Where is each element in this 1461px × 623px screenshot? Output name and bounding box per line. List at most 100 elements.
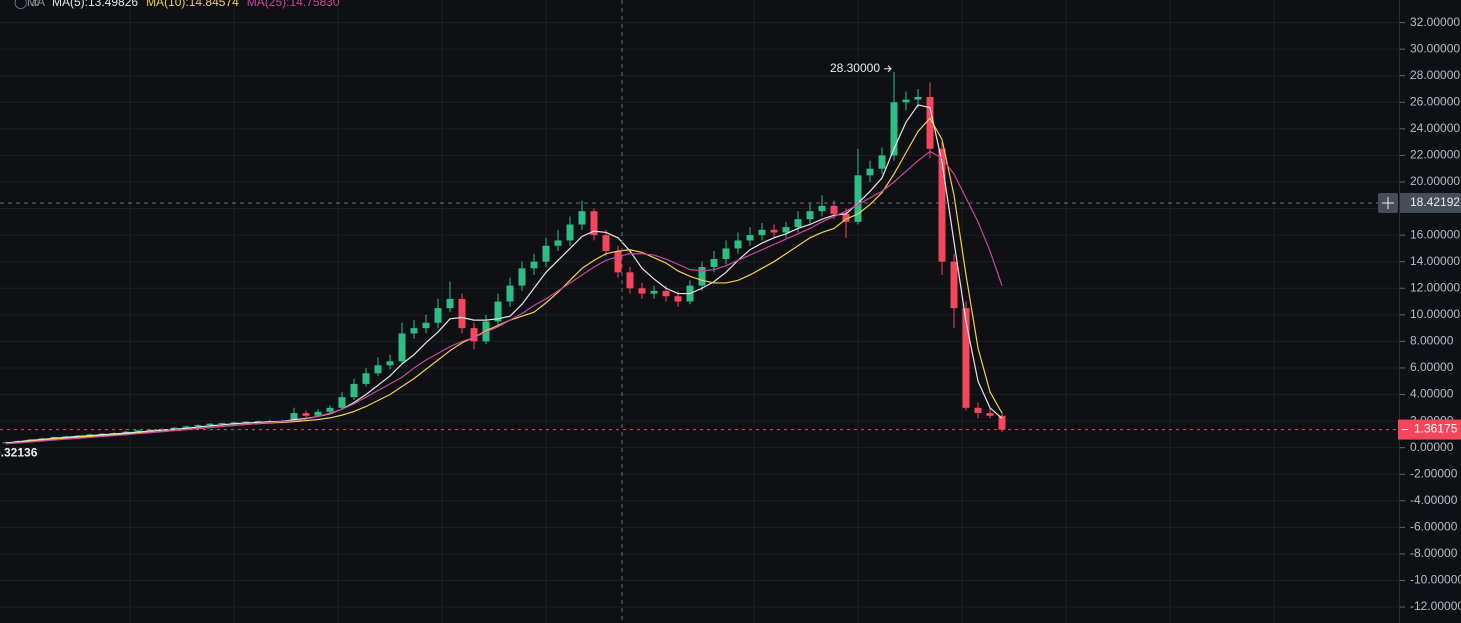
candle-body [974, 407, 982, 414]
candle-body [326, 407, 334, 412]
candle-body [230, 422, 238, 424]
candle-body [362, 373, 370, 384]
y-tick-label: 28.00000 [1410, 68, 1460, 82]
y-tick-label: -8.00000 [1410, 546, 1458, 560]
candle-body [410, 328, 418, 334]
candle-body [710, 259, 718, 267]
last-price-label: 1.36175 [1414, 422, 1458, 436]
y-tick-label: 6.00000 [1410, 360, 1454, 374]
candle-body [950, 261, 958, 309]
candle-body [458, 298, 466, 329]
candle-body [938, 148, 946, 262]
candle-body [626, 272, 634, 289]
candle-body [554, 240, 562, 246]
y-tick-label: -6.00000 [1410, 520, 1458, 534]
candle-body [902, 99, 910, 103]
y-tick-label: -4.00000 [1410, 493, 1458, 507]
candle-body [434, 308, 442, 323]
candle-body [986, 413, 994, 416]
y-tick-label: 4.00000 [1410, 387, 1454, 401]
candle-body [50, 437, 58, 439]
candle-body [662, 290, 670, 297]
y-tick-label: 30.00000 [1410, 41, 1460, 55]
y-tick-label: 26.00000 [1410, 94, 1460, 108]
candle-body [998, 415, 1006, 430]
candle-body [194, 425, 202, 427]
candle-body [746, 235, 754, 241]
crosshair-price-label: 18.42192 [1410, 195, 1460, 209]
candle-body [86, 434, 94, 436]
candle-body [350, 383, 358, 398]
legend-label: MA [27, 0, 45, 9]
candle-body [698, 267, 706, 286]
legend-entry: MA(5):13.49826 [52, 0, 138, 9]
candle-body [830, 205, 838, 214]
y-tick-label: 20.00000 [1410, 174, 1460, 188]
candle-body [422, 322, 430, 329]
candle-body [806, 211, 814, 220]
y-tick-label: 10.00000 [1410, 307, 1460, 321]
candle-body [770, 229, 778, 233]
candle-body [386, 361, 394, 366]
candle-body [962, 308, 970, 408]
candle-body [866, 168, 874, 176]
low-annotation: 0.32136 [0, 446, 38, 460]
legend: ◯ ♫ MA MA(5):13.49826 MA(10):14.84574 MA(2… [14, 0, 340, 9]
candle-body [878, 155, 886, 169]
candle-body [926, 96, 934, 149]
plot-area [2, 71, 1006, 445]
candle-body [674, 296, 682, 302]
legend-icon: ◯ ♫ [14, 0, 40, 9]
candle-body [398, 333, 406, 362]
horizontal-grid [0, 22, 1399, 608]
candle-body [170, 427, 178, 430]
candle-body [506, 285, 514, 302]
candle-body [122, 431, 130, 434]
candle-body [518, 268, 526, 286]
candle-body [218, 423, 226, 425]
high-arrow [884, 65, 892, 73]
candle-body [890, 102, 898, 156]
candle-body [818, 205, 826, 212]
y-tick-label: 0.00000 [1410, 440, 1454, 454]
plus-icon [1382, 196, 1394, 209]
y-tick-label: 12.00000 [1410, 280, 1460, 294]
candle-body [914, 96, 922, 100]
high-annotation: 28.30000 [830, 61, 880, 75]
candle-body [650, 290, 658, 294]
crosshair-price-box [1400, 192, 1461, 213]
candle-body [494, 301, 502, 322]
candle-body [854, 175, 862, 222]
y-tick-label: 22.00000 [1410, 148, 1460, 162]
candle-body [254, 421, 262, 423]
candle-body [242, 421, 250, 423]
ma-line [5, 104, 1003, 444]
candle-body [542, 245, 550, 262]
candle-body [578, 211, 586, 225]
price-axis: 32.00000 30.00000 28.00000 26.00000 24.00000… [1400, 15, 1461, 613]
y-tick-label: 32.00000 [1410, 15, 1460, 29]
candle-body [314, 411, 322, 416]
candle-body [446, 298, 454, 309]
candle-body [734, 240, 742, 249]
candle-body [782, 227, 790, 233]
ma-line [5, 150, 1003, 445]
candle-body [302, 413, 310, 416]
legend-entry: MA(25):14.75830 [247, 0, 340, 9]
y-tick-label: 14.00000 [1410, 254, 1460, 268]
candle-body [206, 423, 214, 426]
candle-body [638, 288, 646, 294]
candle-body [530, 261, 538, 269]
candle-body [134, 430, 142, 432]
candle-body [590, 211, 598, 236]
candle-body [338, 397, 346, 408]
candle-body [146, 429, 154, 431]
legend-entry: MA(10):14.84574 [146, 0, 239, 9]
y-tick-label: -12.00000 [1410, 599, 1461, 613]
y-tick-label: -2.00000 [1410, 466, 1458, 480]
candle-body [470, 328, 478, 342]
